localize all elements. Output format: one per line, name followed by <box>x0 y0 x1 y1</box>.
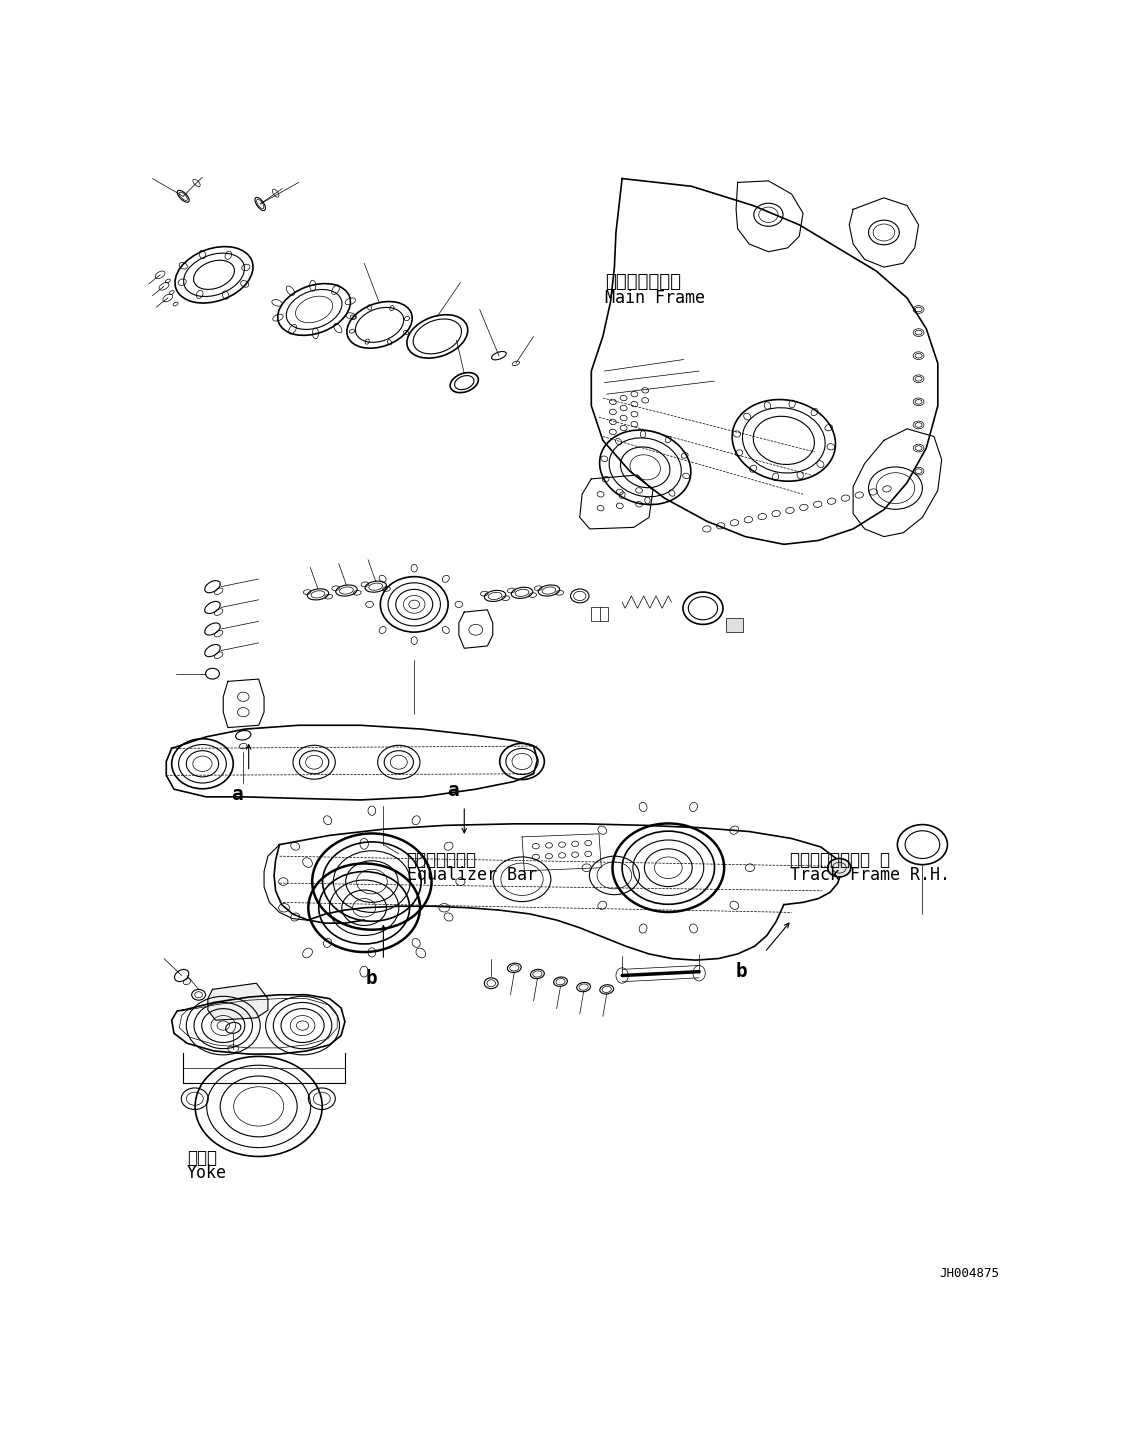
Text: Main Frame: Main Frame <box>605 288 705 307</box>
Text: b: b <box>735 961 747 981</box>
Bar <box>726 619 743 632</box>
Text: Equalizer Bar: Equalizer Bar <box>406 866 537 884</box>
Text: メインフレーム: メインフレーム <box>605 274 681 291</box>
Text: Track Frame R.H.: Track Frame R.H. <box>790 866 950 884</box>
Text: a: a <box>232 785 243 804</box>
Text: b: b <box>365 970 378 989</box>
Text: a: a <box>447 780 459 799</box>
Text: ヨーク: ヨーク <box>187 1149 217 1166</box>
Text: トラックフレーム 右: トラックフレーム 右 <box>790 850 890 869</box>
Bar <box>591 607 608 622</box>
Ellipse shape <box>827 859 851 877</box>
Text: イコライザバー: イコライザバー <box>406 850 477 869</box>
Text: Yoke: Yoke <box>187 1165 227 1182</box>
Polygon shape <box>208 983 268 1021</box>
Text: JH004875: JH004875 <box>940 1267 1000 1280</box>
